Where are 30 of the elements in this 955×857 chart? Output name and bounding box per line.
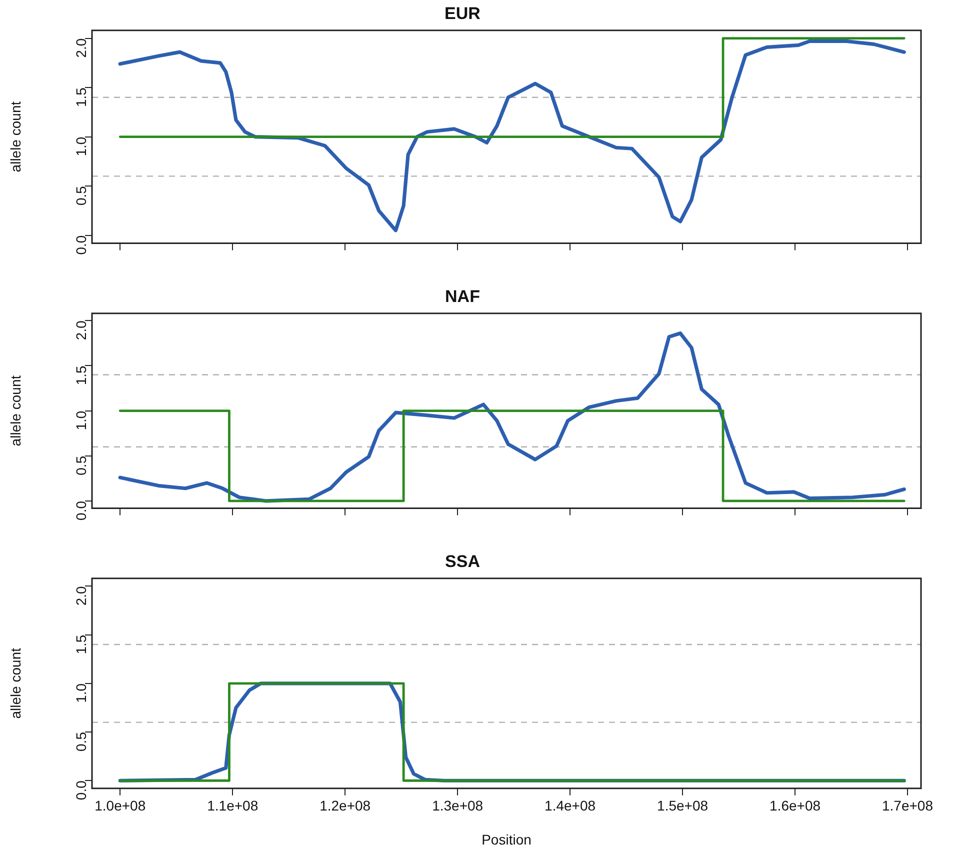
x-tick-label: 1.4e+08 [544, 798, 596, 814]
y-tick-label: 0.5 [72, 186, 89, 206]
y-tick-label: 1.0 [72, 136, 89, 156]
x-tick-label: 1.6e+08 [770, 798, 821, 814]
y-tick-label: 2.0 [72, 586, 89, 606]
chart-title: SSA [445, 552, 480, 571]
y-tick-label: 1.5 [72, 87, 89, 108]
y-tick-label: 1.5 [72, 634, 89, 654]
y-tick-label: 1.5 [72, 366, 89, 386]
y-tick-label: 1.0 [72, 410, 89, 430]
x-tick-label: 1.3e+08 [432, 798, 484, 814]
chart-title: NAF [445, 286, 480, 306]
x-tick-label: 1.5e+08 [657, 798, 708, 814]
y-tick-label: 0.5 [72, 732, 89, 752]
y-axis-title: allele count [7, 101, 24, 172]
y-axis-title: allele count [7, 648, 24, 719]
x-tick-label: 1.7e+08 [882, 798, 934, 814]
y-tick-label: 0.5 [72, 456, 89, 476]
y-tick-label: 2.0 [72, 38, 89, 58]
chart-title: EUR [444, 4, 480, 23]
y-tick-label: 0.0 [72, 780, 89, 800]
x-tick-label: 1.2e+08 [320, 798, 371, 814]
x-tick-label: 1.1e+08 [207, 798, 258, 814]
y-tick-label: 0.0 [72, 500, 89, 520]
y-tick-label: 0.0 [72, 235, 89, 255]
y-tick-label: 2.0 [72, 320, 89, 340]
y-tick-label: 1.0 [72, 683, 89, 703]
x-axis-title: Position [482, 831, 532, 848]
y-axis-title: allele count [7, 375, 24, 446]
x-tick-label: 1.0e+08 [94, 798, 146, 814]
